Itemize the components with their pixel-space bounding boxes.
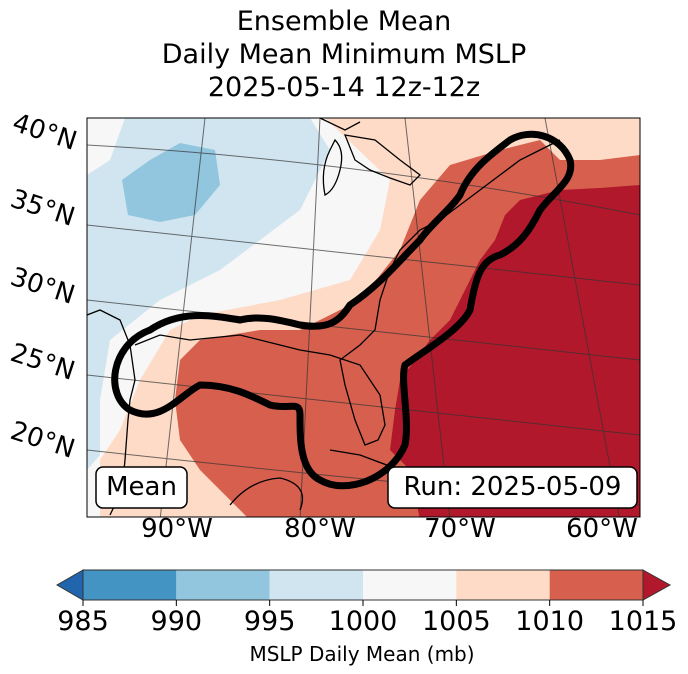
lon-label-70w: 70°W [424,514,496,544]
probability-contour [111,130,575,490]
field-over-1015 [390,185,640,517]
colorbar-label: MSLP Daily Mean (mb) [249,642,475,666]
graticule [87,118,640,517]
mean-box [95,466,188,509]
colorbar-tick-label-990: 990 [150,606,203,637]
title-line-1: Ensemble Mean [236,6,452,37]
colorbar-bin-1 [176,570,270,600]
colorbar-tick-label-1005: 1005 [421,606,491,637]
colorbar-tick-label-1010: 1010 [515,606,585,637]
colorbar-tick-label-1015: 1015 [608,606,678,637]
lon-label-90w: 90°W [141,514,213,544]
colorbar [55,569,672,606]
title-line-2: Daily Mean Minimum MSLP [161,39,527,70]
colorbar-tick-label-985: 985 [57,606,109,637]
lon-label-60w: 60°W [566,514,638,544]
colorbar-tick-label-1000: 1000 [328,606,398,637]
map-area [87,118,640,517]
colorbar-over-arrow [642,569,672,601]
lon-label-80w: 80°W [284,514,356,544]
title-line-3: 2025-05-14 12z-12z [207,72,481,103]
colorbar-bin-4 [456,570,550,600]
colorbar-bin-0 [83,570,177,600]
colorbar-bin-3 [363,570,457,600]
map-frame [86,117,641,518]
run-box [387,466,638,509]
colorbar-tick-label-995: 995 [243,606,296,637]
mean-label: Mean [106,472,177,502]
colorbar-bin-2 [269,570,363,600]
run-label: Run: 2025-05-09 [403,472,622,502]
colorbar-under-arrow [55,569,84,601]
colorbar-bin-5 [549,570,643,600]
